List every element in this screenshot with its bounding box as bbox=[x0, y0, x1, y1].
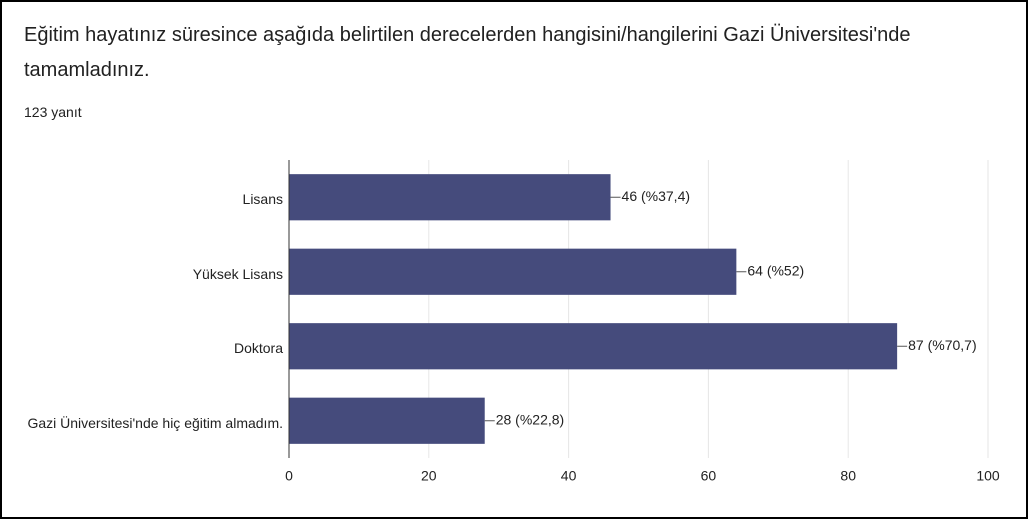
x-tick-label: 40 bbox=[561, 468, 577, 484]
x-tick-label: 0 bbox=[285, 468, 293, 484]
bar bbox=[289, 397, 485, 444]
value-label: 87 (%70,7) bbox=[908, 337, 976, 353]
bar bbox=[289, 174, 611, 221]
x-tick-label: 60 bbox=[701, 468, 717, 484]
value-label: 28 (%22,8) bbox=[496, 411, 564, 427]
value-label: 64 (%52) bbox=[747, 262, 804, 278]
value-label: 46 (%37,4) bbox=[622, 188, 690, 204]
x-tick-label: 20 bbox=[421, 468, 437, 484]
y-tick-label: Yüksek Lisans bbox=[192, 265, 283, 282]
bar bbox=[289, 248, 737, 295]
chart-subtitle: 123 yanıt bbox=[24, 104, 82, 120]
y-tick-label: Lisans bbox=[242, 191, 283, 208]
x-tick-label: 100 bbox=[976, 468, 1000, 484]
y-tick-label: Doktora bbox=[233, 340, 283, 357]
bar bbox=[289, 323, 898, 370]
y-tick-label: Gazi Üniversitesi'nde hiç eğitim almadım… bbox=[27, 414, 283, 431]
x-tick-label: 80 bbox=[840, 468, 856, 484]
chart-title: Eğitim hayatınız süresince aşağıda belir… bbox=[24, 24, 911, 81]
